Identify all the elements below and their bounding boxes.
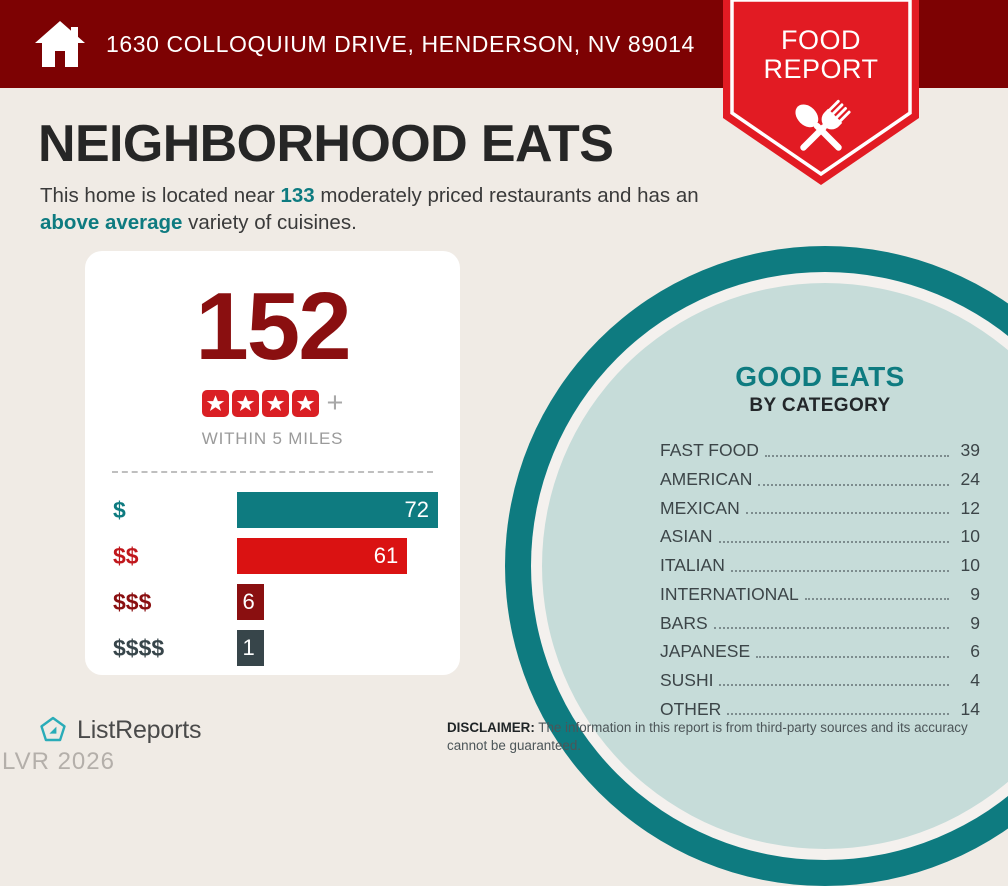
category-count: 10 [960, 526, 980, 547]
good-eats-row: AMERICAN 24 [660, 465, 980, 494]
ring-inner-fill [542, 283, 1008, 849]
bar-row: $$$ 6 [113, 581, 438, 623]
card-divider [112, 471, 433, 473]
good-eats-title: GOOD EATS [735, 361, 905, 392]
good-eats-row: ASIAN 10 [660, 523, 980, 552]
leader-dots [764, 454, 949, 457]
intro-highlight-count: 133 [280, 184, 315, 207]
listreports-wordmark: ListReports [77, 715, 202, 744]
intro-paragraph: This home is located near 133 moderately… [40, 182, 710, 236]
listreports-pentagon-icon [40, 716, 66, 742]
category-name: SUSHI [660, 669, 714, 690]
disclaimer-text: The information in this report is from t… [447, 720, 968, 753]
bar-fill: 1 [237, 630, 264, 666]
category-count: 6 [970, 641, 980, 662]
leader-dots [713, 627, 949, 630]
leader-dots [756, 655, 949, 658]
restaurant-count: 152 [195, 273, 351, 380]
leader-dots [758, 483, 949, 486]
rating-plus: + [326, 387, 344, 419]
bar-row: $$ 61 [113, 535, 438, 577]
bar-value: 72 [404, 497, 429, 522]
food-report-badge: FOOD REPORT [723, 0, 919, 185]
badge-shape [723, 0, 919, 185]
leader-dots [730, 569, 949, 572]
good-eats-row: INTERNATIONAL 9 [660, 580, 980, 609]
bar-label: $$$$ [113, 634, 165, 661]
disclaimer-label: DISCLAIMER: [447, 720, 535, 735]
category-count: 4 [970, 669, 980, 690]
star-icon [261, 390, 289, 417]
good-eats-row: MEXICAN 12 [660, 494, 980, 523]
property-address: 1630 COLLOQUIUM DRIVE, HENDERSON, NV 890… [106, 30, 695, 57]
category-count: 9 [970, 583, 980, 604]
intro-part-2: moderately priced restaurants and has an [314, 184, 699, 207]
good-eats-row: BARS 9 [660, 609, 980, 638]
good-eats-row: ITALIAN 10 [660, 552, 980, 581]
bar-row: $$$$ 1 [113, 627, 438, 669]
category-count: 10 [960, 555, 980, 576]
intro-part-1: This home is located near [40, 184, 281, 207]
watermark-text: LVR 2026 [2, 748, 115, 775]
star-icon [201, 390, 229, 417]
disclaimer: DISCLAIMER: The information in this repo… [447, 719, 992, 755]
category-name: FAST FOOD [660, 440, 759, 461]
bar-value: 1 [242, 635, 255, 660]
good-eats-list: FAST FOOD 39 AMERICAN 24 MEXICAN 12 ASIAN 10 ITA… [660, 437, 980, 724]
house-icon [35, 21, 85, 67]
star-icon [291, 390, 319, 417]
bar-track: 61 [237, 538, 438, 574]
category-count: 24 [960, 469, 980, 490]
restaurant-stat-card: 152 + WITHIN 5 MILES $72 $$ 61 $$$ 6 $$$$ 1 [85, 251, 460, 675]
category-name: ASIAN [660, 526, 713, 547]
listreports-logo: ListReports [38, 715, 201, 745]
category-count: 39 [960, 440, 980, 461]
radius-label: WITHIN 5 MILES [201, 429, 344, 448]
category-count: 9 [970, 612, 980, 633]
category-name: BARS [660, 612, 708, 633]
category-name: ITALIAN [660, 555, 725, 576]
category-count: 14 [960, 698, 980, 719]
leader-dots [727, 713, 949, 716]
category-name: AMERICAN [660, 469, 753, 490]
bar-value: 61 [373, 543, 399, 568]
leader-dots [718, 540, 949, 543]
bar-label: $ [113, 496, 126, 523]
intro-part-3: variety of cuisines. [182, 211, 357, 235]
star-icon [231, 390, 259, 417]
category-name: MEXICAN [660, 497, 740, 518]
good-eats-row: FAST FOOD 39 [660, 437, 980, 466]
category-name: JAPANESE [660, 641, 751, 662]
good-eats-subtitle: BY CATEGORY [749, 394, 891, 416]
intro-highlight-variety: above average [40, 211, 183, 235]
bar-track: 1 [237, 630, 438, 666]
bar-fill: 72 [237, 492, 438, 528]
good-eats-row: SUSHI 4 [660, 666, 980, 695]
bar-track: 72 [237, 492, 438, 528]
good-eats-row: OTHER 14 [660, 695, 980, 724]
price-level-bar-chart: $72 $$ 61 $$$ 6 $$$$ 1 [85, 489, 460, 669]
bar-fill: 6 [237, 584, 264, 620]
leader-dots [719, 684, 949, 687]
good-eats-panel: GOOD EATS BY CATEGORY FAST FOOD 39 AMERICA… [660, 361, 980, 724]
category-name: INTERNATIONAL [660, 583, 799, 604]
bar-value: 6 [242, 589, 255, 614]
bar-label: $$$ [113, 588, 152, 615]
bar-track: 6 [237, 584, 438, 620]
star-rating: + [85, 389, 460, 418]
bar-label: $$ [113, 542, 139, 569]
page-title: NEIGHBORHOOD EATS [38, 115, 614, 173]
bar-fill: 61 [237, 538, 408, 574]
leader-dots [804, 598, 949, 601]
spoon-fork-icon [795, 99, 851, 151]
category-name: OTHER [660, 698, 722, 719]
leader-dots [745, 512, 949, 515]
bar-row: $72 [113, 489, 438, 531]
category-count: 12 [960, 497, 980, 518]
good-eats-row: JAPANESE 6 [660, 638, 980, 667]
